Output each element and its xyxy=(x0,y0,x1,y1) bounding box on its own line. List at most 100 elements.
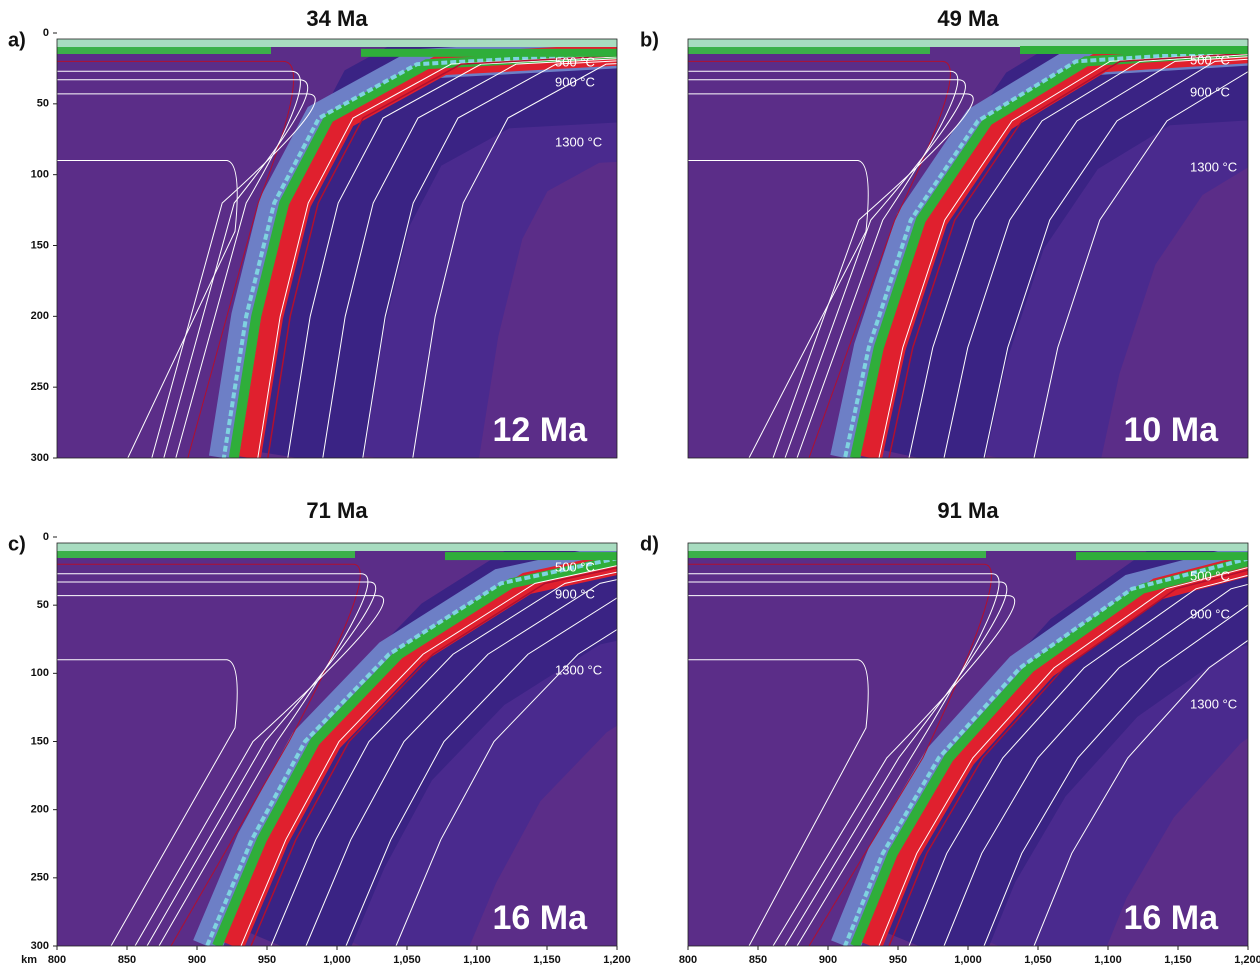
isotherm xyxy=(908,574,1248,946)
isotherm-label: 900 °C xyxy=(555,74,595,89)
isotherm xyxy=(270,571,617,946)
panel-label: b) xyxy=(640,29,659,51)
isotherm-red xyxy=(888,569,1248,946)
isotherm xyxy=(305,579,617,946)
isotherm xyxy=(943,583,1248,946)
panel-label: a) xyxy=(8,29,26,51)
plate-isotherm xyxy=(57,581,377,946)
continental-crust xyxy=(57,47,271,54)
x-tick-label: 850 xyxy=(118,954,136,966)
plate-isotherm xyxy=(688,595,1016,946)
y-tick-label: 100 xyxy=(31,667,49,679)
plate-isotherm xyxy=(688,79,966,458)
serpentinite xyxy=(843,556,1248,946)
isotherm xyxy=(287,56,617,458)
panel-title: 91 Ma xyxy=(937,498,999,523)
isotherm-label: 500 °C xyxy=(555,559,595,574)
isotherm-label: 1300 °C xyxy=(555,662,602,677)
x-tick-label: 900 xyxy=(819,954,837,966)
isotherm xyxy=(240,565,617,946)
x-tick-label: 1,050 xyxy=(1024,954,1052,966)
plate-isotherm xyxy=(57,595,385,946)
x-tick-label: 1,100 xyxy=(1094,954,1122,966)
isotherm-label: 500 °C xyxy=(1190,52,1230,67)
isotherm-label: 100 °C xyxy=(555,528,595,543)
isotherm-red xyxy=(888,52,1248,458)
time-label: 16 Ma xyxy=(1124,899,1220,937)
x-tick-label: 800 xyxy=(48,954,66,966)
plot-frame xyxy=(687,38,1249,459)
isotherm xyxy=(943,56,1248,458)
sediment-layer xyxy=(688,543,1248,551)
y-tick-label: 150 xyxy=(31,735,49,747)
plate-isotherm xyxy=(688,160,869,458)
isotherm xyxy=(1033,71,1248,458)
y-tick-label: 0 xyxy=(43,531,49,543)
isotherm-label: 100 °C xyxy=(1190,529,1230,544)
slab-mantle xyxy=(858,543,1248,946)
x-tick-label: 850 xyxy=(749,954,767,966)
isotherm xyxy=(1033,639,1248,946)
plate-isotherm xyxy=(57,160,238,458)
panel: 49 Ma b) 100 °C 500 °C 900 °C 1300 °C 10 Ma xyxy=(640,6,1249,459)
plate-crust xyxy=(1076,552,1248,561)
plate-isotherm xyxy=(688,659,869,946)
plate-crust xyxy=(361,48,617,57)
x-tick-label: 1,000 xyxy=(323,954,351,966)
x-tick-label: 1,050 xyxy=(393,954,421,966)
model-field xyxy=(57,39,617,458)
plate-isotherm xyxy=(688,60,951,458)
plate-crust xyxy=(1020,46,1248,54)
y-tick-label: 200 xyxy=(31,310,49,322)
panel: 91 Ma d) 100 °C 500 °C 900 °C 1300 °C 16 Ma 800… xyxy=(640,498,1260,966)
panel-title: 34 Ma xyxy=(306,6,368,31)
plot-frame xyxy=(56,38,618,459)
isotherm-label: 500 °C xyxy=(555,54,595,69)
panel: 34 Ma a) 100 °C 500 °C 900 °C 1300 °C 12 Ma 0 50… xyxy=(8,6,618,464)
oceanic-crust xyxy=(850,556,1248,946)
plate-isotherm xyxy=(57,70,301,458)
x-tick-label: 1,000 xyxy=(954,954,982,966)
isotherm xyxy=(983,604,1248,946)
x-tick-label: 1,200 xyxy=(1234,954,1260,966)
serpentinite xyxy=(205,556,617,946)
isotherm-label: 900 °C xyxy=(1190,606,1230,621)
y-tick-label: 100 xyxy=(31,169,49,181)
isotherm-label: 1300 °C xyxy=(1190,696,1237,711)
oceanic-crust xyxy=(212,555,617,946)
isotherm-label: 100 °C xyxy=(555,23,595,38)
time-label: 10 Ma xyxy=(1124,411,1220,449)
plate-isotherm xyxy=(57,60,295,458)
panel-title: 49 Ma xyxy=(937,6,999,31)
time-label: 16 Ma xyxy=(493,899,589,937)
sediment-layer xyxy=(688,39,1248,47)
isotherm-label: 100 °C xyxy=(1190,20,1230,35)
continental-crust xyxy=(688,47,930,54)
y-tick-label: 300 xyxy=(31,452,49,464)
isotherm-red xyxy=(267,54,617,458)
isotherm-label: 1300 °C xyxy=(555,134,602,149)
panel-title: 71 Ma xyxy=(306,498,368,523)
panel-label: d) xyxy=(640,533,659,555)
plate-isotherm xyxy=(688,573,1000,946)
y-tick-label: 50 xyxy=(37,98,49,110)
continental-crust xyxy=(57,551,355,558)
model-field xyxy=(688,543,1248,946)
plate-isotherm xyxy=(57,573,369,946)
sediment-layer xyxy=(57,39,617,47)
x-tick-label: 1,200 xyxy=(603,954,631,966)
isotherm xyxy=(878,566,1248,946)
plate-isotherm xyxy=(57,659,238,946)
isotherm xyxy=(908,54,1248,458)
y-tick-label: 300 xyxy=(31,940,49,952)
x-tick-label: 1,100 xyxy=(463,954,491,966)
model-field xyxy=(688,39,1248,458)
isotherm xyxy=(412,63,617,458)
plate-isotherm xyxy=(688,70,959,458)
sediment-layer xyxy=(57,543,617,551)
x-tick-label: 1,150 xyxy=(1164,954,1192,966)
isotherm xyxy=(362,60,617,458)
isotherm-label: 500 °C xyxy=(1190,568,1230,583)
isotherm xyxy=(983,58,1248,458)
